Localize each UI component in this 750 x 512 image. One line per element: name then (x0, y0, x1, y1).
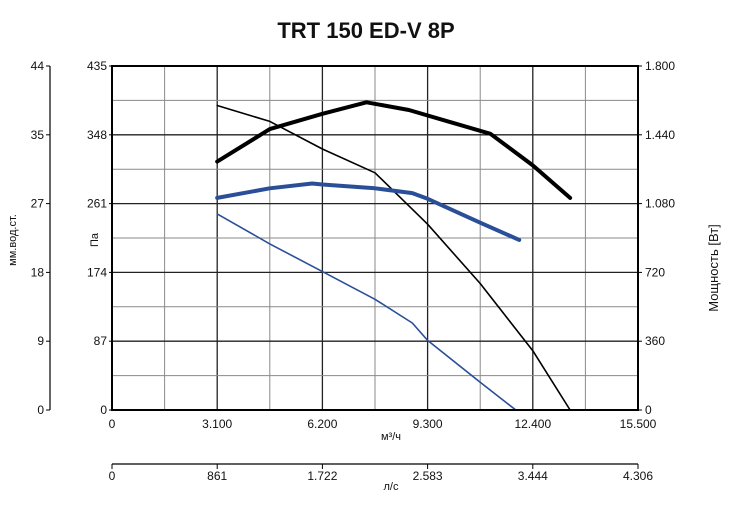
x-tick-ls: 3.444 (518, 469, 548, 483)
y-tick-mm: 18 (31, 265, 45, 279)
x-tick-m3h: 3.100 (202, 417, 232, 431)
y-tick-pa: 348 (87, 128, 107, 142)
y-tick-pa: 261 (87, 197, 107, 211)
y-tick-power: 1.800 (645, 59, 675, 73)
x-tick-ls: 1.722 (307, 469, 337, 483)
y-tick-power: 720 (645, 265, 665, 279)
y-axis-label-pa: Па (89, 232, 101, 247)
x-tick-ls: 861 (207, 469, 227, 483)
chart-title: TRT 150 ED-V 8P (277, 18, 454, 43)
y-axis-label-mm: мм.вод.ст. (7, 214, 19, 266)
power-curve-2 (215, 181, 522, 242)
y-tick-mm: 44 (31, 59, 45, 73)
y-tick-power: 0 (645, 403, 652, 417)
plot-border (111, 65, 639, 411)
y-tick-mm: 35 (31, 128, 45, 142)
y-tick-power: 1.440 (645, 128, 675, 142)
x-tick-ls: 4.306 (623, 469, 653, 483)
y-tick-mm: 27 (31, 197, 45, 211)
x-tick-m3h: 12.400 (514, 417, 551, 431)
x-axis-label-m3h: м³/ч (381, 431, 401, 443)
pressure-curve-1 (216, 104, 571, 411)
y-tick-power: 1.080 (645, 197, 675, 211)
x-tick-m3h: 15.500 (620, 417, 657, 431)
x-tick-ls: 0 (109, 469, 116, 483)
x-tick-m3h: 9.300 (413, 417, 443, 431)
x-tick-m3h: 0 (109, 417, 116, 431)
y-axis-label-power: Мощность [Вт] (706, 224, 721, 312)
x-tick-m3h: 6.200 (307, 417, 337, 431)
y-tick-pa: 0 (100, 403, 107, 417)
plot-frame (49, 65, 639, 465)
y-tick-pa: 174 (87, 265, 107, 279)
y-tick-pa: 87 (94, 334, 108, 348)
y-tick-power: 360 (645, 334, 665, 348)
y-tick-mm: 0 (37, 403, 44, 417)
curves (215, 100, 573, 411)
pressure-curve-3 (216, 213, 517, 411)
x-tick-ls: 2.583 (413, 469, 443, 483)
power-curve-0 (215, 100, 573, 200)
tick-labels: 0 87 174 261 348 435 0 9 18 27 35 44 0 360 720 1.080 1.4… (31, 59, 676, 483)
grid (112, 66, 638, 410)
y-tick-pa: 435 (87, 59, 107, 73)
y-tick-mm: 9 (37, 334, 44, 348)
x-axis-label-ls: л/с (384, 481, 399, 493)
